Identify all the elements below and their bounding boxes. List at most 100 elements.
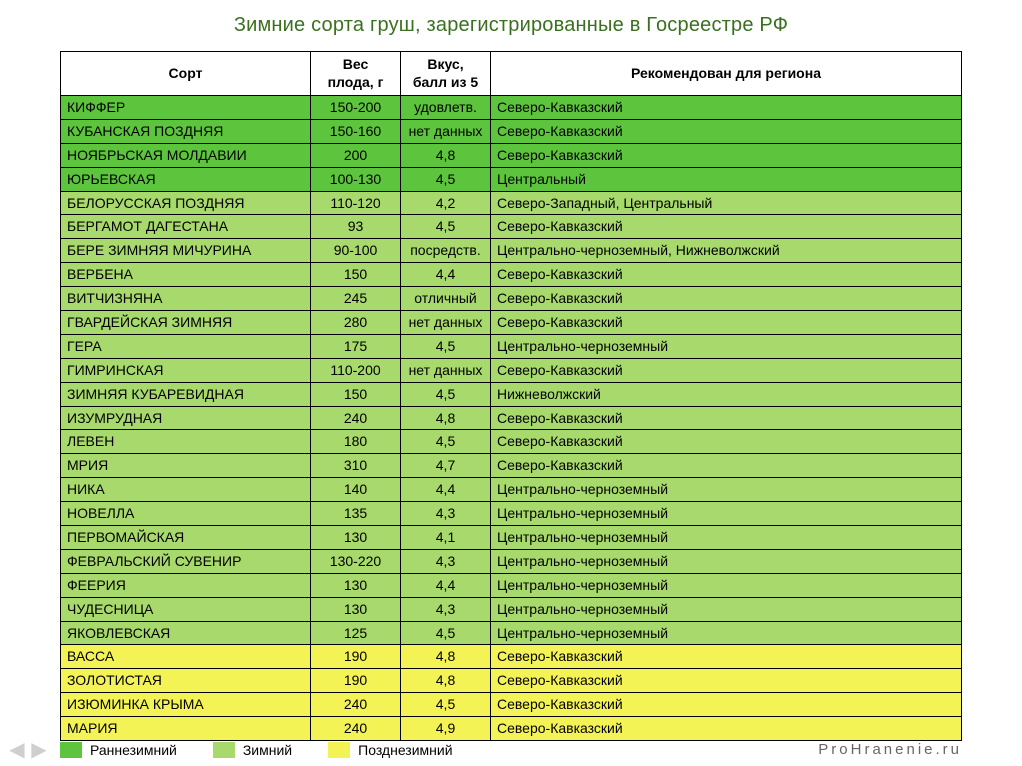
cell-taste: 4,5 xyxy=(401,430,491,454)
table-row: ФЕВРАЛЬСКИЙ СУВЕНИР130-2204,3Центрально-… xyxy=(61,549,962,573)
cell-region: Центрально-черноземный xyxy=(491,502,962,526)
cell-taste: 4,7 xyxy=(401,454,491,478)
cell-region: Центрально-черноземный xyxy=(491,549,962,573)
table-row: НОВЕЛЛА1354,3Центрально-черноземный xyxy=(61,502,962,526)
legend-winter-label: Зимний xyxy=(243,742,292,758)
cell-sort: ВАССА xyxy=(61,645,311,669)
cell-region: Северо-Кавказский xyxy=(491,454,962,478)
cell-sort: МРИЯ xyxy=(61,454,311,478)
table-row: МАРИЯ2404,9Северо-Кавказский xyxy=(61,717,962,741)
cell-weight: 110-200 xyxy=(311,358,401,382)
cell-sort: МАРИЯ xyxy=(61,717,311,741)
cell-weight: 130 xyxy=(311,573,401,597)
cell-region: Северо-Западный, Центральный xyxy=(491,191,962,215)
cell-taste: 4,4 xyxy=(401,573,491,597)
cell-weight: 200 xyxy=(311,143,401,167)
cell-sort: ГВАРДЕЙСКАЯ ЗИМНЯЯ xyxy=(61,311,311,335)
cell-sort: ГИМРИНСКАЯ xyxy=(61,358,311,382)
col-taste: Вкус, балл из 5 xyxy=(401,52,491,96)
cell-taste: 4,5 xyxy=(401,334,491,358)
cell-region: Центрально-черноземный xyxy=(491,573,962,597)
cell-sort: НОВЕЛЛА xyxy=(61,502,311,526)
table-row: БЕРЕ ЗИМНЯЯ МИЧУРИНА90-100посредств.Цент… xyxy=(61,239,962,263)
cell-sort: ВЕРБЕНА xyxy=(61,263,311,287)
cell-weight: 175 xyxy=(311,334,401,358)
site-link[interactable]: ProHranenie.ru xyxy=(818,741,962,758)
cell-sort: ЯКОВЛЕВСКАЯ xyxy=(61,621,311,645)
cell-taste: 4,4 xyxy=(401,478,491,502)
table-row: ЯКОВЛЕВСКАЯ1254,5Центрально-черноземный xyxy=(61,621,962,645)
cell-weight: 110-120 xyxy=(311,191,401,215)
cell-weight: 190 xyxy=(311,645,401,669)
cell-sort: ЗИМНЯЯ КУБАРЕВИДНАЯ xyxy=(61,382,311,406)
table-row: БЕРГАМОТ ДАГЕСТАНА934,5Северо-Кавказский xyxy=(61,215,962,239)
table-row: ГИМРИНСКАЯ110-200нет данныхСеверо-Кавказ… xyxy=(61,358,962,382)
cell-region: Центрально-черноземный xyxy=(491,597,962,621)
cell-region: Центрально-черноземный xyxy=(491,526,962,550)
table-row: ЧУДЕСНИЦА1304,3Центрально-черноземный xyxy=(61,597,962,621)
table-row: НОЯБРЬСКАЯ МОЛДАВИИ2004,8Северо-Кавказск… xyxy=(61,143,962,167)
cell-region: Северо-Кавказский xyxy=(491,143,962,167)
cell-weight: 240 xyxy=(311,717,401,741)
cell-region: Северо-Кавказский xyxy=(491,430,962,454)
cell-taste: нет данных xyxy=(401,311,491,335)
cell-taste: нет данных xyxy=(401,358,491,382)
cell-taste: 4,8 xyxy=(401,645,491,669)
cell-sort: ЗОЛОТИСТАЯ xyxy=(61,669,311,693)
cell-region: Нижневолжский xyxy=(491,382,962,406)
cell-taste: 4,5 xyxy=(401,167,491,191)
cell-weight: 150 xyxy=(311,263,401,287)
cell-taste: 4,3 xyxy=(401,502,491,526)
cell-taste: 4,5 xyxy=(401,693,491,717)
cell-region: Северо-Кавказский xyxy=(491,693,962,717)
cell-region: Северо-Кавказский xyxy=(491,645,962,669)
cell-weight: 135 xyxy=(311,502,401,526)
legend: Раннезимний Зимний Позднезимний ProHrane… xyxy=(60,741,962,758)
cell-region: Северо-Кавказский xyxy=(491,263,962,287)
cell-taste: удовлетв. xyxy=(401,96,491,120)
cell-sort: ЮРЬЕВСКАЯ xyxy=(61,167,311,191)
cell-region: Северо-Кавказский xyxy=(491,96,962,120)
next-arrow-icon[interactable]: ▶ xyxy=(28,737,50,762)
cell-weight: 240 xyxy=(311,693,401,717)
cell-taste: 4,8 xyxy=(401,406,491,430)
cell-taste: 4,5 xyxy=(401,621,491,645)
table-row: ВИТЧИЗНЯНА245отличныйСеверо-Кавказский xyxy=(61,287,962,311)
cell-region: Северо-Кавказский xyxy=(491,358,962,382)
cell-taste: 4,5 xyxy=(401,215,491,239)
cell-region: Северо-Кавказский xyxy=(491,717,962,741)
table-row: ПЕРВОМАЙСКАЯ1304,1Центрально-черноземный xyxy=(61,526,962,550)
cell-sort: КИФФЕР xyxy=(61,96,311,120)
swatch-winter-icon xyxy=(213,742,235,758)
cell-weight: 180 xyxy=(311,430,401,454)
cell-weight: 125 xyxy=(311,621,401,645)
cell-weight: 140 xyxy=(311,478,401,502)
cell-sort: БЕРГАМОТ ДАГЕСТАНА xyxy=(61,215,311,239)
table-row: КУБАНСКАЯ ПОЗДНЯЯ150-160нет данныхСеверо… xyxy=(61,119,962,143)
table-row: ЮРЬЕВСКАЯ100-1304,5Центральный xyxy=(61,167,962,191)
prev-arrow-icon[interactable]: ◀ xyxy=(6,737,28,762)
cell-region: Центрально-черноземный xyxy=(491,478,962,502)
cell-sort: ФЕВРАЛЬСКИЙ СУВЕНИР xyxy=(61,549,311,573)
legend-late: Позднезимний xyxy=(328,742,452,758)
swatch-late-icon xyxy=(328,742,350,758)
table-row: ВЕРБЕНА1504,4Северо-Кавказский xyxy=(61,263,962,287)
cell-weight: 190 xyxy=(311,669,401,693)
cell-sort: ФЕЕРИЯ xyxy=(61,573,311,597)
table-row: ВАССА1904,8Северо-Кавказский xyxy=(61,645,962,669)
col-region: Рекомендован для региона xyxy=(491,52,962,96)
col-sort: Сорт xyxy=(61,52,311,96)
swatch-early-icon xyxy=(60,742,82,758)
cell-region: Центральный xyxy=(491,167,962,191)
cell-region: Центрально-черноземный xyxy=(491,621,962,645)
table-row: БЕЛОРУССКАЯ ПОЗДНЯЯ110-1204,2Северо-Запа… xyxy=(61,191,962,215)
table-row: КИФФЕР150-200удовлетв.Северо-Кавказский xyxy=(61,96,962,120)
cell-region: Центрально-черноземный, Нижневолжский xyxy=(491,239,962,263)
cell-sort: БЕЛОРУССКАЯ ПОЗДНЯЯ xyxy=(61,191,311,215)
cell-weight: 130 xyxy=(311,597,401,621)
cell-sort: ПЕРВОМАЙСКАЯ xyxy=(61,526,311,550)
legend-late-label: Позднезимний xyxy=(358,742,452,758)
cell-taste: 4,3 xyxy=(401,597,491,621)
table-row: ИЗЮМИНКА КРЫМА2404,5Северо-Кавказский xyxy=(61,693,962,717)
legend-early: Раннезимний xyxy=(60,742,177,758)
